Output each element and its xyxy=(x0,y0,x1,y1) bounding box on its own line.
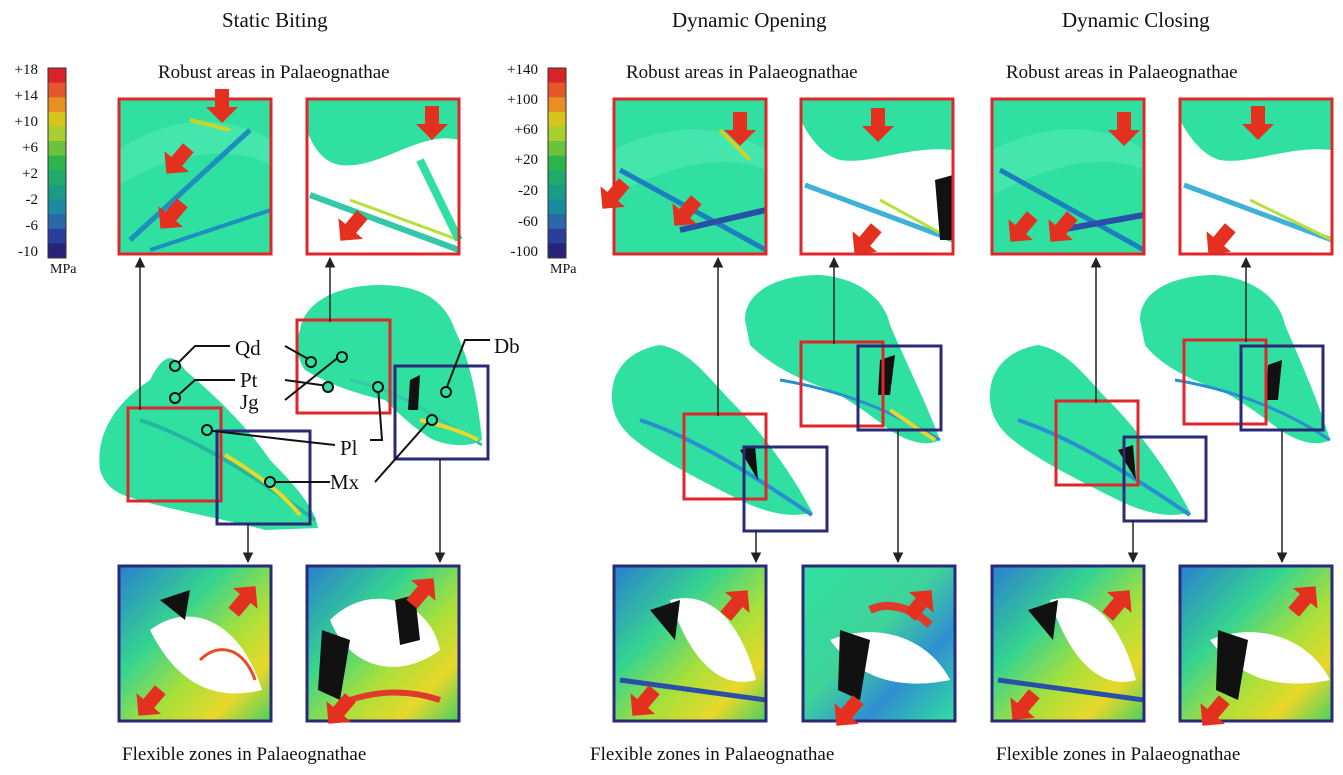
colorbar-1-label: -6 xyxy=(25,218,39,234)
colorbar-swatch xyxy=(48,97,66,113)
locator-flexible-static-right xyxy=(393,364,490,461)
locator-flexible-static-left xyxy=(215,429,312,526)
colorbar-1-label: +6 xyxy=(22,140,38,156)
anatomy-markers xyxy=(169,351,452,488)
locator-flexible-opening-right xyxy=(856,344,943,432)
locator-robust-closing-right xyxy=(1182,338,1268,426)
flexible-box-closing-left xyxy=(990,564,1146,723)
colorbar-1-label: +10 xyxy=(14,114,38,130)
skull-closing-small xyxy=(989,345,1192,517)
colorbar-swatch xyxy=(548,243,566,259)
colorbar-swatch xyxy=(548,141,566,157)
colorbar-swatch xyxy=(48,170,66,186)
label-pl: Pl xyxy=(340,436,358,460)
colorbar-swatch xyxy=(48,111,66,127)
flexible-box-static-right xyxy=(305,564,461,723)
panel-static-biting xyxy=(99,89,490,735)
colorbar-2-label: +140 xyxy=(507,62,538,78)
colorbar-swatch xyxy=(548,155,566,171)
panel-title-dynamic-closing: Dynamic Closing xyxy=(1062,8,1210,32)
colorbar-1-label: +18 xyxy=(14,62,38,78)
colorbar-swatch xyxy=(548,184,566,201)
locator-robust-opening-right xyxy=(799,340,885,428)
colorbar-swatch xyxy=(548,68,566,84)
robust-box-static-right xyxy=(305,97,463,256)
label-db: Db xyxy=(494,334,520,358)
colorbar-1-label: -2 xyxy=(25,192,39,208)
colorbar-swatch xyxy=(48,141,66,157)
flexible-caption-static: Flexible zones in Palaeognathae xyxy=(122,744,367,765)
robust-caption-static: Robust areas in Palaeognathae xyxy=(158,62,390,83)
skull-static-small xyxy=(99,358,319,530)
flexible-box-opening-left xyxy=(612,564,768,723)
panel-title-static-biting: Static Biting xyxy=(222,8,328,32)
robust-caption-closing: Robust areas in Palaeognathae xyxy=(1006,62,1238,83)
skull-opening-small xyxy=(611,345,814,517)
colorbar-2 xyxy=(547,67,567,259)
colorbar-swatch xyxy=(548,199,566,215)
colorbar-border xyxy=(547,67,567,259)
colorbar-swatch xyxy=(548,170,566,186)
colorbar-1-label: +2 xyxy=(22,166,38,182)
colorbar-1-label: -10 xyxy=(18,244,38,260)
colorbar-swatch xyxy=(548,126,566,142)
colorbar-swatch xyxy=(48,82,66,98)
colorbar-swatch xyxy=(548,111,566,127)
locator-flexible-opening-left xyxy=(742,445,829,533)
robust-caption-opening: Robust areas in Palaeognathae xyxy=(626,62,858,83)
flexible-caption-closing: Flexible zones in Palaeognathae xyxy=(996,744,1241,765)
locator-robust-opening-left xyxy=(682,412,768,501)
colorbar-swatch xyxy=(48,68,66,84)
colorbar-swatch xyxy=(48,243,66,259)
panel-title-dynamic-opening: Dynamic Opening xyxy=(672,8,827,32)
panel-dynamic-opening xyxy=(590,97,957,737)
colorbar-2-label: +100 xyxy=(507,92,538,108)
colorbar-2-label: -100 xyxy=(510,244,539,260)
colorbar-swatch xyxy=(48,126,66,142)
colorbar-2-label: -60 xyxy=(518,214,538,230)
colorbar-1-unit: MPa xyxy=(50,262,77,277)
colorbar-swatch xyxy=(48,155,66,171)
locator-robust-static-left xyxy=(126,406,223,503)
label-qd: Qd xyxy=(235,336,261,360)
colorbar-swatch xyxy=(48,214,66,230)
colorbar-2-label: +20 xyxy=(514,152,538,168)
panel-dynamic-closing xyxy=(989,97,1334,737)
robust-box-opening-left xyxy=(612,97,768,256)
colorbar-2-label: +60 xyxy=(514,122,538,138)
anatomy-callouts xyxy=(170,339,490,483)
colorbar-swatch xyxy=(548,97,566,113)
robust-box-static-left xyxy=(117,97,273,256)
locator-robust-closing-left xyxy=(1054,399,1140,487)
colorbar-2-unit: MPa xyxy=(550,262,577,277)
colorbar-2-label: -20 xyxy=(518,183,538,199)
label-mx: Mx xyxy=(330,470,360,494)
colorbar-swatch xyxy=(548,228,566,244)
skull-opening-large xyxy=(745,275,941,444)
flexible-caption-opening: Flexible zones in Palaeognathae xyxy=(590,744,835,765)
colorbar-swatch xyxy=(548,82,566,98)
colorbar-swatch xyxy=(48,228,66,244)
colorbar-swatch xyxy=(48,184,66,201)
locator-robust-static-right xyxy=(295,318,392,415)
locator-flexible-closing-left xyxy=(1122,435,1208,523)
colorbar-1-label: +14 xyxy=(14,88,38,104)
flexible-box-opening-right xyxy=(801,564,957,723)
colorbar-swatch xyxy=(548,214,566,230)
label-jg: Jg xyxy=(240,390,259,414)
colorbar-border xyxy=(47,67,67,259)
colorbar-swatch xyxy=(48,199,66,215)
label-pt: Pt xyxy=(240,368,258,392)
colorbar-1 xyxy=(47,67,67,259)
skull-closing-large xyxy=(1140,275,1331,444)
